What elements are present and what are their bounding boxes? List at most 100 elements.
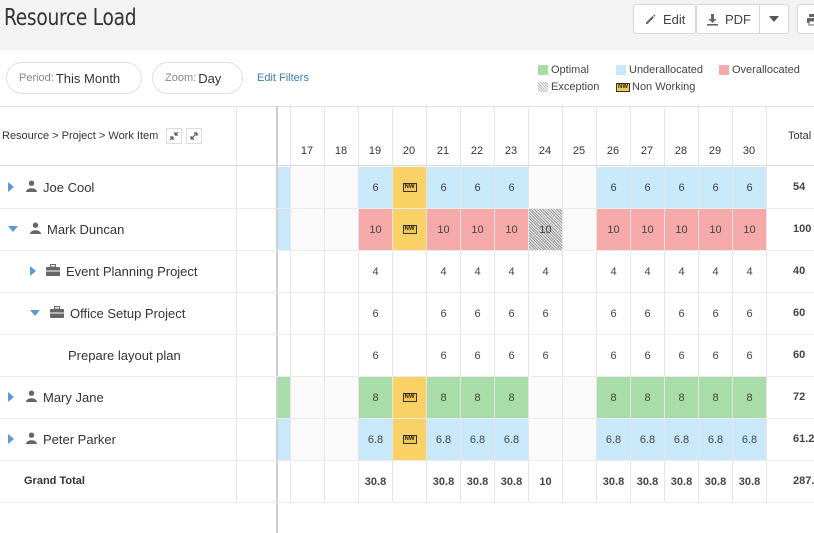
user-icon <box>26 390 37 405</box>
day-header-28: 28 <box>674 145 688 157</box>
pdf-dropdown-button[interactable] <box>759 4 789 34</box>
day-cell: 8 <box>733 377 766 418</box>
cutoff-cell <box>278 167 290 208</box>
day-cell: 6 <box>699 167 732 208</box>
day-cell <box>325 167 358 208</box>
day-cell: 10 <box>699 209 732 250</box>
print-icon <box>806 13 814 26</box>
day-column-line <box>392 106 393 503</box>
day-cell <box>563 377 596 418</box>
day-cell <box>325 251 358 292</box>
day-cell: 10 <box>733 209 766 250</box>
day-cell: 6 <box>631 167 664 208</box>
day-column-line <box>630 106 631 503</box>
day-header-18: 18 <box>334 145 348 157</box>
pdf-button[interactable]: PDF <box>696 4 760 34</box>
legend-non-working: NW Non Working <box>616 81 695 93</box>
briefcase-icon <box>46 263 60 279</box>
collapse-caret-icon[interactable] <box>30 310 40 316</box>
day-cell: 4 <box>542 265 549 278</box>
day-cell <box>325 461 358 502</box>
day-cell: 6 <box>427 167 460 208</box>
day-cell <box>563 335 596 376</box>
day-cell: NW <box>393 167 426 208</box>
user-icon <box>30 222 41 237</box>
day-cell: 6 <box>495 167 528 208</box>
row-divider <box>0 460 814 461</box>
grand-total-label: Grand Total <box>24 460 85 502</box>
day-header-24: 24 <box>538 145 552 157</box>
row-label-mary-jane[interactable]: Mary Jane <box>8 376 104 418</box>
day-cell: 8 <box>495 377 528 418</box>
collapse-caret-icon[interactable] <box>8 226 18 232</box>
day-cell <box>563 461 596 502</box>
legend-non-working-label: Non Working <box>632 81 696 93</box>
day-cell: 8 <box>665 377 698 418</box>
row-label-joe-cool[interactable]: Joe Cool <box>8 166 94 208</box>
day-cell <box>291 335 324 376</box>
day-cell: 8 <box>699 377 732 418</box>
period-filter-label: Period: <box>19 72 54 84</box>
row-divider <box>0 376 814 377</box>
day-cell: 30.8 <box>670 475 693 488</box>
day-cell: 30.8 <box>704 475 727 488</box>
day-cell <box>529 377 562 418</box>
period-filter[interactable]: Period: This Month <box>6 62 142 94</box>
day-header-19: 19 <box>368 145 382 157</box>
row-label-peter-parker[interactable]: Peter Parker <box>8 418 116 460</box>
day-cell <box>291 209 324 250</box>
day-cell: 6 <box>508 349 515 362</box>
day-cell <box>325 335 358 376</box>
day-column-line <box>766 106 767 503</box>
collapse-all-icon[interactable] <box>166 128 182 144</box>
day-cell: 4 <box>372 265 379 278</box>
zoom-filter[interactable]: Zoom: Day <box>152 62 243 94</box>
day-cell <box>325 209 358 250</box>
hierarchy-header: Resource > Project > Work Item <box>2 130 159 142</box>
row-label-office-setup-project[interactable]: Office Setup Project <box>30 292 185 334</box>
zoom-filter-label: Zoom: <box>165 72 197 84</box>
day-column-line <box>494 106 495 503</box>
row-label-text: Event Planning Project <box>66 263 198 279</box>
download-icon <box>706 13 719 26</box>
pane-splitter <box>276 106 278 533</box>
expand-caret-icon[interactable] <box>8 182 14 192</box>
expand-caret-icon[interactable] <box>8 434 14 444</box>
caret-down-icon <box>769 16 779 22</box>
day-column-line <box>426 106 427 503</box>
row-divider <box>0 292 814 293</box>
day-cell: 4 <box>678 265 685 278</box>
day-column-line <box>596 106 597 503</box>
day-cell: 8 <box>427 377 460 418</box>
row-total: 287.2 <box>793 475 814 487</box>
day-cell: 10 <box>597 209 630 250</box>
edit-filters-link[interactable]: Edit Filters <box>257 72 309 84</box>
non-working-icon: NW <box>402 183 417 192</box>
day-cell: 6 <box>712 349 719 362</box>
day-cell: 6.8 <box>461 419 494 460</box>
day-cell: 6 <box>746 307 753 320</box>
day-cell: 6 <box>372 349 379 362</box>
day-cell: 8 <box>597 377 630 418</box>
legend-underallocated-label: Underallocated <box>629 64 703 76</box>
day-cell <box>529 419 562 460</box>
row-divider <box>0 418 814 419</box>
row-label-mark-duncan[interactable]: Mark Duncan <box>8 208 124 250</box>
legend-overallocated-label: Overallocated <box>732 64 800 76</box>
day-column-line <box>358 106 359 503</box>
filters-bar: Period: This Month Zoom: Day Edit Filter… <box>0 50 814 107</box>
row-label-event-planning-project[interactable]: Event Planning Project <box>30 250 198 292</box>
print-button[interactable] <box>797 4 814 34</box>
row-divider <box>0 334 814 335</box>
briefcase-icon <box>50 305 64 321</box>
legend-overallocated: Overallocated <box>719 64 800 76</box>
header-divider <box>0 165 814 166</box>
expand-all-icon[interactable] <box>186 128 202 144</box>
row-total: 60 <box>793 307 806 319</box>
expand-caret-icon[interactable] <box>30 266 36 276</box>
day-cell: 4 <box>644 265 651 278</box>
day-cell: 6 <box>644 349 651 362</box>
edit-button[interactable]: Edit <box>633 4 696 34</box>
day-column-line <box>698 106 699 503</box>
expand-caret-icon[interactable] <box>8 392 14 402</box>
